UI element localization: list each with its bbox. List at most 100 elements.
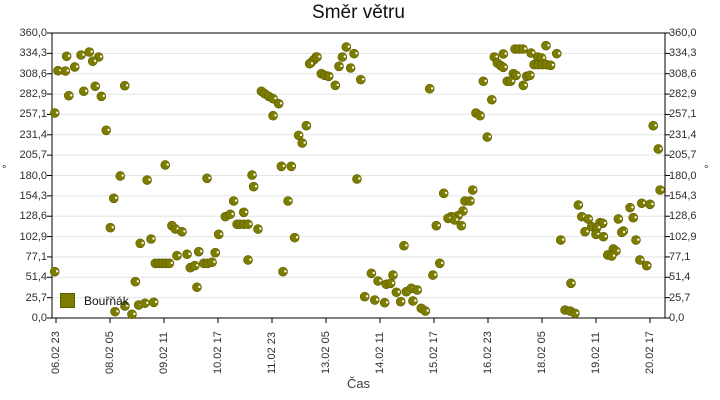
y-tick-label-left: 180,0 (19, 169, 47, 182)
data-point (570, 308, 580, 319)
data-point (366, 268, 377, 279)
data-point (648, 120, 659, 131)
data-point (115, 171, 126, 181)
data-point (431, 220, 442, 231)
y-tick-label-right: 360,0 (669, 27, 697, 39)
x-tick-label: 06.02 23 (49, 331, 62, 374)
x-tick-label: 20.02 17 (643, 331, 656, 374)
data-point (304, 58, 315, 69)
data-point (373, 276, 383, 286)
y-tick-label-right: 77,1 (669, 250, 691, 263)
data-point (525, 70, 535, 81)
data-point (119, 80, 130, 91)
data-point (140, 298, 150, 309)
data-point (551, 48, 562, 59)
data-point (498, 49, 509, 59)
y-tick-label-left: 102,9 (19, 230, 47, 243)
data-point (225, 209, 236, 220)
data-point (87, 56, 98, 67)
y-tick-label-left: 154,3 (19, 189, 47, 202)
data-point (283, 196, 293, 206)
data-point (278, 266, 288, 277)
data-point (84, 47, 95, 57)
x-tick-label: 10.02 17 (211, 331, 224, 374)
y-tick-label-left: 77,1 (25, 250, 47, 263)
data-point (616, 227, 627, 238)
data-point (96, 91, 107, 102)
data-point (385, 278, 396, 289)
data-point (76, 50, 86, 60)
chart-title: Směr větru (312, 2, 405, 23)
data-point (192, 282, 202, 293)
data-point (276, 161, 287, 172)
data-point (486, 94, 497, 105)
data-point (580, 226, 590, 237)
y-tick-label-right: 257,1 (669, 108, 697, 121)
data-point (545, 60, 556, 71)
y-axis-title-left: ° (2, 164, 7, 176)
data-point (412, 285, 423, 295)
data-point (355, 74, 366, 85)
data-point (108, 193, 119, 204)
data-point (286, 161, 297, 172)
data-point (655, 185, 665, 195)
data-point (228, 196, 239, 206)
data-point (301, 120, 312, 131)
x-tick-label: 08.02 05 (103, 331, 116, 374)
x-tick-label: 19.02 11 (589, 331, 602, 374)
data-point (248, 181, 259, 192)
y-tick-label-left: 360,0 (19, 27, 47, 39)
data-point (172, 250, 182, 261)
data-point (78, 86, 89, 97)
data-point (434, 258, 445, 269)
data-point (105, 222, 116, 233)
x-tick-label: 18.02 05 (535, 331, 548, 374)
data-point (359, 291, 370, 302)
data-point (511, 70, 521, 81)
data-point (388, 270, 398, 280)
data-point (465, 196, 475, 206)
data-point (293, 130, 304, 141)
data-point (142, 175, 152, 185)
y-tick-label-right: 25,7 (669, 291, 691, 304)
data-point (482, 132, 493, 142)
data-point (189, 260, 200, 271)
data-point (505, 76, 516, 87)
y-tick-label-right: 154,3 (669, 189, 697, 202)
y-tick-label-right: 51,4 (669, 271, 691, 284)
data-point (323, 71, 334, 82)
x-tick-label: 15.02 17 (427, 331, 440, 374)
y-tick-label-right: 0,0 (669, 312, 685, 324)
data-point (395, 296, 406, 307)
legend-swatch (60, 293, 75, 308)
data-point (631, 235, 641, 245)
data-point (424, 83, 435, 94)
y-tick-label-left: 0,0 (31, 312, 47, 324)
data-point (475, 110, 485, 121)
y-axis-title-right: ° (704, 164, 709, 176)
data-point (337, 52, 348, 62)
data-point (478, 76, 489, 87)
data-point (213, 229, 224, 240)
data-point (330, 80, 341, 91)
data-point (645, 199, 655, 210)
data-point (202, 173, 212, 184)
data-point (63, 90, 74, 101)
data-point (135, 238, 146, 249)
data-point (449, 215, 460, 225)
data-point (127, 309, 137, 320)
y-tick-label-right: 180,0 (669, 169, 697, 182)
data-point (210, 247, 221, 258)
data-point (591, 229, 601, 240)
data-point (243, 255, 253, 265)
data-point (352, 174, 362, 184)
y-tick-label-left: 205,7 (19, 149, 47, 162)
data-point (90, 81, 101, 92)
y-tick-label-right: 282,9 (669, 88, 697, 101)
data-point (253, 224, 263, 234)
data-point (379, 297, 390, 308)
y-tick-label-right: 231,4 (669, 128, 697, 141)
data-point (130, 276, 141, 287)
data-point (438, 188, 449, 199)
